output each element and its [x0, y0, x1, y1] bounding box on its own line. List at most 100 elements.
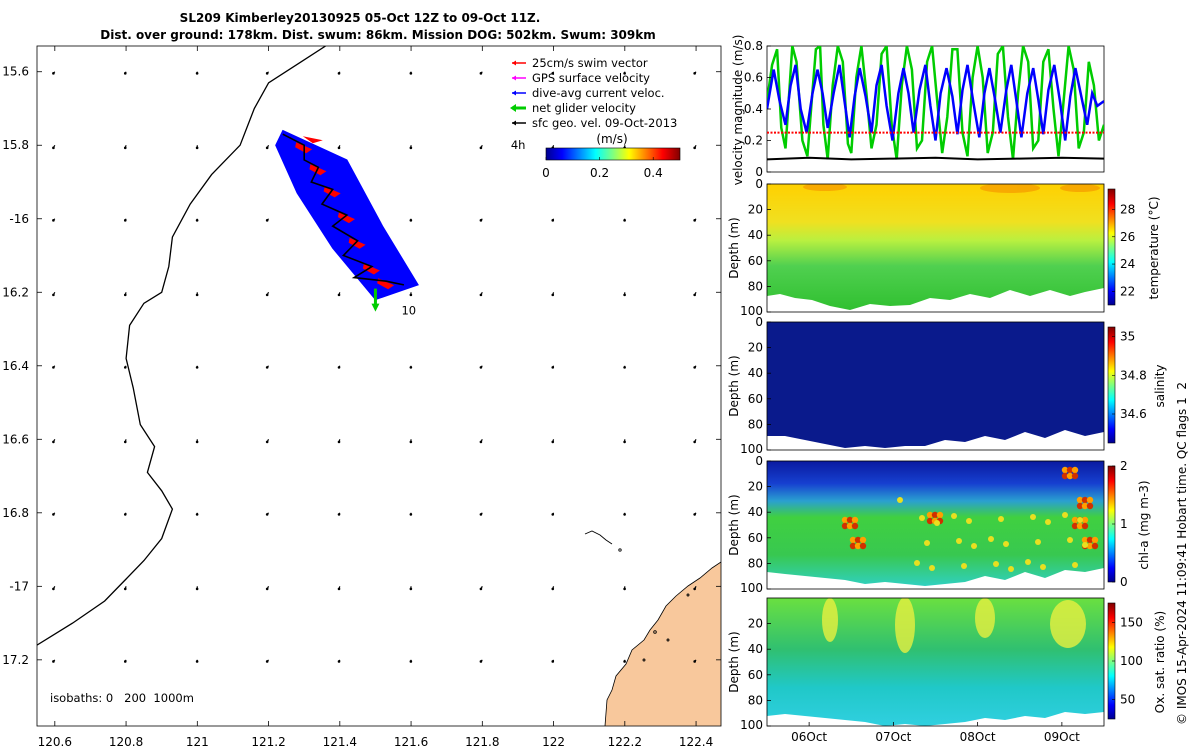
geo-vector-head — [623, 366, 626, 369]
figure-title-line2: Dist. over ground: 178km. Dist. swum: 86… — [100, 28, 656, 42]
chl-sample — [931, 511, 939, 519]
colorbar-tick-label: 50 — [1120, 693, 1135, 707]
map-y-tick-label: 15.8 — [2, 138, 29, 152]
swim-vector-patch — [362, 263, 380, 275]
geo-vector-head — [409, 587, 413, 591]
velocity-ylabel: velocity magnitude (m/s) — [731, 35, 745, 186]
chl-sample — [971, 543, 977, 549]
chl-sample — [851, 516, 859, 524]
salinity-axes-box — [766, 321, 1105, 451]
chl-sample — [1067, 537, 1073, 543]
salinity-panel: 0 20 40 60 80 100 Depth (m) 34.6 34.8 35 salini… — [727, 315, 1167, 456]
geo-vector-head — [693, 146, 696, 150]
oxygen-x-ticks: 06Oct 07Oct 08Oct 09Oct — [791, 722, 1080, 744]
depth-y-tick-label: 20 — [748, 341, 763, 355]
geo-vector-head — [551, 72, 555, 75]
velocity-y-tick-label: 0.4 — [744, 102, 763, 116]
oxygen-colorbar-ticks: 50 100 150 — [1112, 615, 1143, 707]
chl-sample — [961, 563, 967, 569]
chlorophyll-clabel: chl-a (mg m-3) — [1137, 480, 1151, 569]
chl-sample — [926, 511, 934, 519]
temperature-panel: 0 20 40 60 80 100 Depth (m) 22 24 26 28 temperat… — [727, 177, 1161, 318]
geo-vector-head — [337, 366, 341, 369]
geo-vector-head — [409, 293, 413, 297]
depth-y-tick-label: 0 — [755, 177, 763, 191]
geo-vector-head — [265, 513, 269, 516]
oxygen-clabel: Ox. sat. ratio (%) — [1153, 611, 1167, 713]
geo-vector-head — [123, 587, 127, 591]
temperature-y-ticks: 0 20 40 60 80 100 — [740, 177, 771, 318]
geo-vector-head — [693, 660, 696, 663]
chl-sample — [854, 542, 862, 550]
map-colorbar-tick-label: 0.4 — [644, 166, 663, 180]
velocity-series-line — [767, 46, 1104, 160]
geo-vector-head — [195, 587, 199, 591]
credit-text: © IMOS 15-Apr-2024 11:09:41 Hobart time.… — [1175, 382, 1189, 725]
chl-sample — [1076, 502, 1084, 510]
depth-y-tick-label: 40 — [748, 228, 763, 242]
chl-sample — [849, 542, 857, 550]
geo-vector-head — [52, 660, 55, 663]
temperature-colorbar-ticks: 22 24 26 28 — [1112, 202, 1135, 298]
geo-vector-head — [52, 587, 55, 591]
map-legend: 25cm/s swim vector GPS surface velocity … — [510, 56, 677, 130]
track-end-label: 10 — [401, 304, 416, 318]
geo-vector-head — [551, 513, 555, 516]
chl-sample — [1008, 566, 1014, 572]
depth-y-tick-label: 100 — [740, 581, 763, 595]
colorbar-tick-label: 1 — [1120, 517, 1128, 531]
map-y-tick-label: 16.4 — [2, 359, 29, 373]
chl-sample — [1025, 559, 1031, 565]
salinity-colorbar-ticks: 34.6 34.8 35 — [1112, 330, 1147, 421]
temperature-ylabel: Depth (m) — [727, 217, 741, 278]
geo-vector-head — [623, 587, 626, 591]
geo-vector-head — [409, 366, 413, 369]
geo-vector-head — [479, 72, 483, 75]
geo-vector-head — [479, 293, 483, 297]
chl-sample — [1086, 542, 1094, 550]
geo-vector-head — [337, 72, 341, 75]
map-y-ticks: 15.6 15.8 -16 16.2 16.4 16.6 16.8 -17 17.2 — [2, 65, 721, 667]
velocity-series-line — [767, 64, 1104, 141]
chl-sample — [1081, 502, 1089, 510]
geo-vector-head — [693, 72, 696, 75]
geo-vector-head — [409, 440, 413, 444]
geo-vector-head — [52, 72, 55, 75]
chl-sample — [1086, 502, 1094, 510]
isobaths-label: isobaths: 0 200 1000m — [50, 691, 194, 705]
geo-vector-head — [123, 219, 127, 222]
geo-vector-head — [123, 293, 127, 297]
chl-sample — [1040, 564, 1046, 570]
chl-sample — [919, 515, 925, 521]
geo-vector-head — [409, 146, 413, 150]
depth-y-tick-label: 20 — [748, 480, 763, 494]
geo-vector-head — [195, 366, 199, 369]
geo-vector-head — [551, 293, 555, 297]
legend-label-gps-velocity: GPS surface velocity — [532, 71, 650, 85]
geo-vector-head — [623, 293, 626, 297]
geo-vector-head — [265, 440, 269, 444]
geo-vector-head — [479, 660, 483, 663]
chl-sample — [988, 536, 994, 542]
chl-sample — [859, 536, 867, 544]
geo-vector-head — [52, 513, 55, 516]
legend-label-swim-vector: 25cm/s swim vector — [532, 56, 648, 70]
chl-sample — [966, 518, 972, 524]
chlorophyll-ylabel: Depth (m) — [727, 494, 741, 555]
swim-vector-patch — [302, 136, 323, 144]
chl-sample — [1030, 514, 1036, 520]
chl-sample — [859, 542, 867, 550]
colorbar-tick-label: 34.6 — [1120, 407, 1147, 421]
geo-vector-head — [52, 366, 55, 369]
legend-label-sfc-geo-velocity: sfc geo. vel. 09-Oct-2013 — [532, 116, 677, 130]
chl-sample — [998, 516, 1004, 522]
depth-y-tick-label: 80 — [748, 693, 763, 707]
chl-sample — [1081, 516, 1089, 524]
time-x-tick-label: 07Oct — [875, 730, 911, 744]
map-x-tick-label: 121.4 — [323, 735, 357, 749]
geo-vector-head — [479, 587, 483, 591]
chlorophyll-panel: 0 20 40 60 80 100 Depth (m) 0 1 2 chl-a (mg m-3… — [727, 454, 1151, 595]
chl-sample — [936, 511, 944, 519]
oxygen-axes-box — [766, 597, 1105, 727]
